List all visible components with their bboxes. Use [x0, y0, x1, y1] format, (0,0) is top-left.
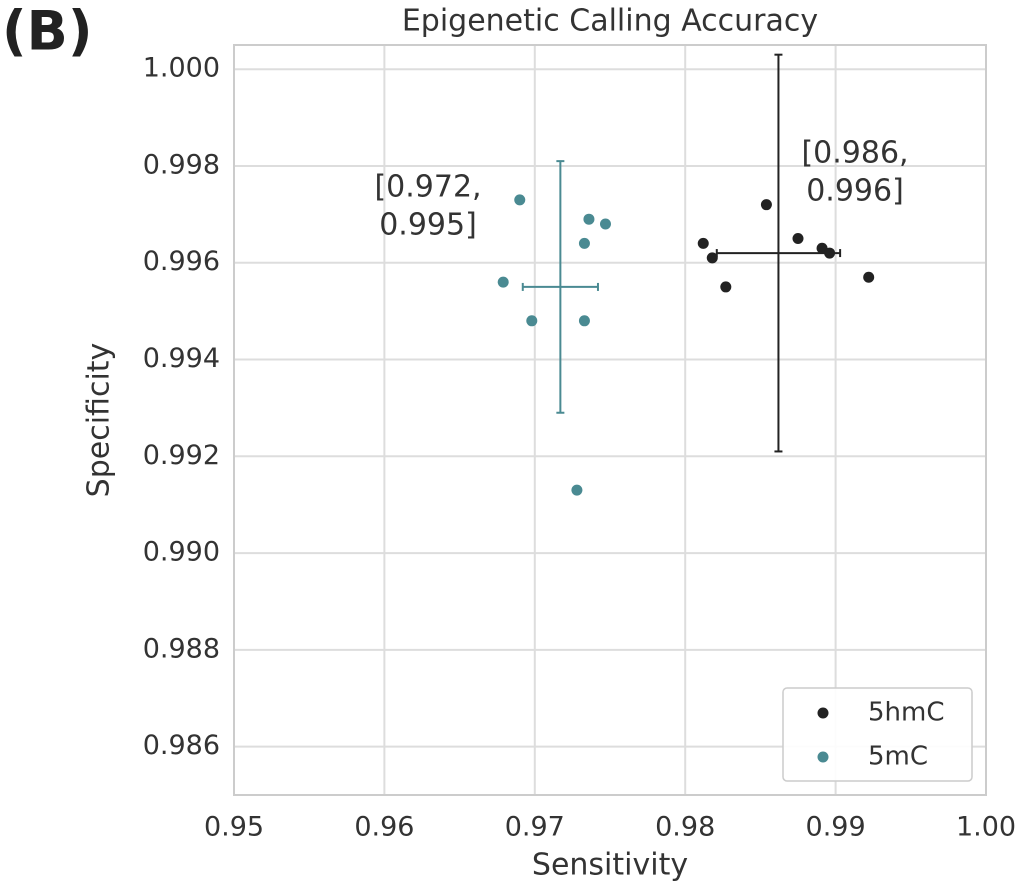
legend-label: 5mC — [868, 742, 928, 772]
x-tick-label: 1.00 — [956, 812, 1016, 843]
legend-marker — [817, 707, 829, 719]
chart-title: Epigenetic Calling Accuracy — [402, 4, 818, 39]
point — [583, 213, 595, 225]
y-axis-label: Specificity — [82, 343, 117, 498]
x-tick-label: 0.95 — [204, 812, 264, 843]
annotation: 0.996] — [806, 174, 904, 209]
legend-box — [782, 687, 973, 782]
point — [760, 199, 772, 211]
y-tick-label: 0.986 — [143, 730, 220, 761]
y-tick-label: 0.998 — [143, 149, 220, 180]
point — [697, 237, 709, 249]
x-tick-label: 0.96 — [354, 812, 414, 843]
x-tick-label: 0.97 — [505, 812, 565, 843]
x-tick-label: 0.98 — [655, 812, 715, 843]
y-tick-label: 0.988 — [143, 633, 220, 664]
point — [571, 484, 583, 496]
point — [599, 218, 611, 230]
point — [720, 281, 732, 293]
point — [578, 237, 590, 249]
point — [863, 271, 875, 283]
panel-label: (B) — [2, 0, 93, 63]
point — [514, 194, 526, 206]
y-tick-label: 0.992 — [143, 440, 220, 471]
point — [792, 233, 804, 245]
legend-marker — [817, 751, 829, 763]
y-tick-label: 0.996 — [143, 246, 220, 277]
y-tick-label: 1.000 — [143, 53, 220, 84]
y-tick-label: 0.994 — [143, 343, 220, 374]
y-tick-label: 0.990 — [143, 537, 220, 568]
point — [706, 252, 718, 264]
point — [578, 315, 590, 327]
x-axis-label: Sensitivity — [532, 848, 688, 883]
x-tick-label: 0.99 — [806, 812, 866, 843]
annotation: [0.972, — [374, 170, 481, 205]
legend-label: 5hmC — [868, 698, 945, 728]
point — [497, 276, 509, 288]
annotation: [0.986, — [801, 136, 908, 171]
annotation: 0.995] — [379, 208, 477, 243]
point — [526, 315, 538, 327]
plot-frame — [233, 44, 987, 796]
